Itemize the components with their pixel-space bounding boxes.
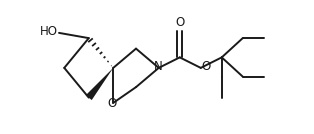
Text: N: N — [154, 60, 163, 74]
Text: HO: HO — [40, 25, 57, 38]
Polygon shape — [86, 68, 113, 100]
Text: O: O — [107, 97, 116, 110]
Text: O: O — [202, 60, 211, 74]
Text: O: O — [175, 16, 184, 29]
